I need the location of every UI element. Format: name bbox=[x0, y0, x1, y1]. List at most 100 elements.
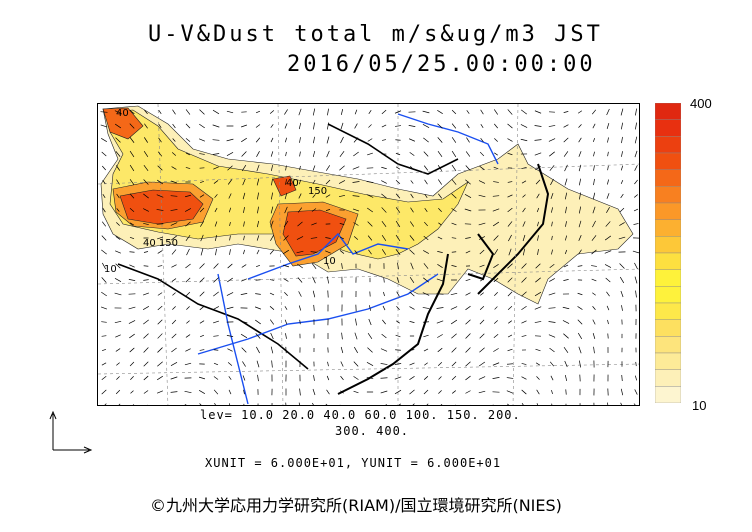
wind-vector bbox=[243, 249, 245, 255]
wind-vector bbox=[549, 263, 555, 269]
wind-vector bbox=[157, 265, 163, 267]
wind-vector bbox=[213, 180, 219, 184]
wind-vector bbox=[312, 276, 316, 284]
wind-vector bbox=[157, 405, 162, 406]
wind-vector bbox=[507, 334, 513, 338]
wind-vector bbox=[144, 137, 148, 143]
wind-vector bbox=[367, 235, 373, 241]
wind-vector bbox=[537, 221, 539, 227]
wind-vector bbox=[128, 306, 136, 310]
wind-vector bbox=[577, 332, 583, 340]
wind-vector bbox=[620, 193, 624, 199]
wind-vector bbox=[535, 277, 541, 283]
wind-vector bbox=[493, 263, 499, 269]
wind-vector bbox=[591, 249, 597, 255]
wind-vector bbox=[116, 179, 120, 185]
wind-vector bbox=[184, 208, 192, 212]
wind-vector bbox=[578, 249, 582, 255]
wind-vector bbox=[270, 137, 274, 143]
colorbar-step bbox=[655, 119, 681, 137]
wind-vector bbox=[492, 208, 500, 212]
wind-vector bbox=[507, 348, 513, 352]
wind-vector bbox=[549, 151, 555, 157]
wind-vector bbox=[156, 375, 164, 381]
wind-vector bbox=[423, 348, 429, 352]
wind-vector bbox=[341, 332, 343, 340]
colorbar-step bbox=[655, 336, 681, 354]
wind-vector bbox=[171, 347, 177, 353]
wind-vector bbox=[101, 362, 107, 366]
wind-vector bbox=[563, 137, 569, 143]
wind-vector bbox=[352, 195, 360, 197]
wind-vector bbox=[115, 348, 121, 352]
wind-vector bbox=[465, 237, 471, 239]
wind-vector bbox=[269, 306, 275, 310]
wind-vector bbox=[368, 249, 372, 255]
wind-vector bbox=[171, 166, 177, 170]
wind-vector bbox=[409, 321, 415, 323]
wind-vector bbox=[479, 249, 485, 255]
wind-vector bbox=[101, 249, 107, 255]
wind-vector bbox=[577, 292, 583, 296]
wind-vector bbox=[299, 388, 301, 396]
wind-vector bbox=[549, 361, 555, 367]
wind-vector bbox=[257, 374, 259, 382]
wind-vector bbox=[492, 404, 495, 405]
wind-vector bbox=[171, 278, 177, 282]
wind-vector bbox=[551, 389, 553, 395]
wind-vector bbox=[551, 207, 553, 213]
wind-vector bbox=[102, 262, 106, 270]
wind-vector bbox=[535, 362, 541, 366]
wind-vector bbox=[214, 235, 218, 241]
wind-vector bbox=[437, 110, 443, 114]
contour-levels-line2: 300. 400. bbox=[335, 424, 410, 438]
contour-label: 40 bbox=[116, 108, 129, 119]
wind-vector bbox=[578, 346, 582, 354]
wind-vector bbox=[423, 151, 429, 157]
colorbar-step bbox=[655, 269, 681, 287]
wind-vector bbox=[256, 164, 260, 172]
wind-vector bbox=[579, 178, 581, 186]
wind-vector bbox=[493, 109, 499, 115]
wind-vector bbox=[465, 278, 471, 282]
wind-vector bbox=[128, 279, 136, 281]
wind-vector bbox=[185, 263, 191, 269]
wind-vector bbox=[298, 179, 302, 185]
wind-vector bbox=[563, 111, 569, 113]
wind-vector bbox=[269, 249, 275, 255]
wind-vector bbox=[493, 348, 499, 352]
wind-vector bbox=[143, 222, 149, 226]
wind-vector bbox=[312, 179, 316, 185]
wind-vector bbox=[143, 347, 149, 353]
wind-vector bbox=[592, 137, 596, 143]
vector-units: XUNIT = 6.000E+01, YUNIT = 6.000E+01 bbox=[205, 456, 502, 470]
wind-vector bbox=[451, 123, 457, 129]
wind-vector bbox=[352, 181, 360, 183]
wind-vector bbox=[593, 178, 595, 186]
wind-vector bbox=[440, 403, 443, 405]
wind-vector bbox=[394, 376, 402, 380]
wind-vector bbox=[381, 124, 387, 128]
coastline-korea bbox=[467, 233, 495, 281]
wind-vector bbox=[451, 361, 457, 367]
wind-vector bbox=[548, 125, 556, 127]
wind-vector bbox=[185, 348, 191, 352]
wind-vector bbox=[311, 222, 317, 226]
wind-vector bbox=[229, 221, 231, 227]
wind-vector bbox=[620, 165, 624, 171]
wind-vector bbox=[479, 151, 485, 157]
wind-vector bbox=[213, 320, 219, 324]
wind-vector bbox=[548, 307, 556, 309]
wind-vector bbox=[536, 376, 540, 380]
wind-vector bbox=[564, 192, 568, 200]
wind-vector bbox=[340, 361, 344, 367]
wind-vector bbox=[366, 207, 374, 213]
dust-core-top-left bbox=[102, 107, 144, 140]
wind-vector bbox=[100, 138, 108, 142]
wind-vector bbox=[185, 109, 191, 115]
wind-vector bbox=[214, 194, 218, 198]
wind-vector bbox=[423, 277, 429, 283]
wind-vector bbox=[116, 208, 120, 212]
wind-vector bbox=[185, 167, 191, 169]
wind-vector bbox=[285, 165, 287, 171]
